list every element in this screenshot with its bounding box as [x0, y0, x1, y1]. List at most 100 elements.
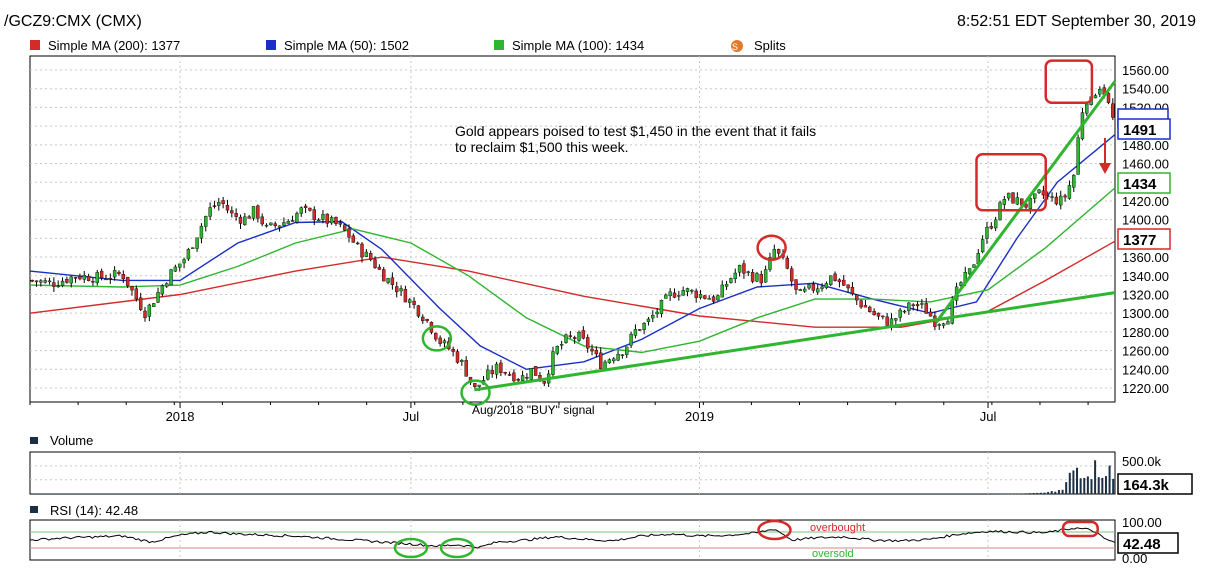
candle-body	[668, 291, 672, 296]
candle-body	[594, 349, 599, 355]
candle-body	[368, 253, 373, 260]
candle-body	[1050, 196, 1054, 198]
highlight-ellipse	[393, 537, 429, 559]
candle-body	[165, 283, 169, 287]
candle-body	[295, 213, 299, 223]
volume-bar	[1094, 460, 1097, 494]
price-y-tick-label: 1360.00	[1122, 250, 1169, 265]
volume-bar	[786, 493, 789, 495]
candle-body	[807, 284, 811, 289]
price-grid	[30, 56, 1115, 402]
candle-body	[156, 292, 160, 303]
candle-body	[672, 292, 677, 298]
candle-body	[60, 280, 65, 286]
candle-body	[73, 277, 78, 279]
candle-body	[316, 219, 321, 222]
price-y-tick-label: 1420.00	[1122, 194, 1169, 209]
volume-bar	[1047, 492, 1050, 494]
volume-bar	[453, 493, 456, 495]
volume-bar	[801, 493, 804, 495]
volume-bar	[95, 493, 98, 495]
candle-body	[690, 290, 694, 292]
volume-bar	[92, 493, 95, 495]
volume-bar	[236, 493, 239, 495]
volume-bar	[410, 493, 413, 495]
candle-body	[555, 346, 560, 354]
volume-bar	[121, 493, 124, 495]
volume-bar	[768, 493, 771, 495]
volume-bar	[283, 493, 286, 495]
volume-bar	[717, 493, 720, 495]
volume-bar	[146, 493, 149, 495]
highlight-rect	[1044, 59, 1094, 105]
price-y-tick-label: 1280.00	[1122, 325, 1169, 340]
volume-bar	[775, 493, 778, 495]
candle-body	[238, 216, 243, 224]
volume-bar	[508, 493, 511, 495]
volume-bar	[891, 493, 894, 495]
volume-bar	[551, 493, 554, 495]
volume-badge-box	[1117, 473, 1193, 495]
volume-bar	[971, 493, 974, 495]
rsi-highlights	[393, 519, 1099, 559]
volume-bar	[309, 493, 312, 495]
legend-ma50: Simple MA (50): 1502	[284, 38, 409, 53]
volume-bar	[265, 493, 268, 495]
volume-bar	[30, 493, 33, 495]
candle-body	[117, 271, 121, 275]
candle-body	[980, 239, 985, 253]
volume-title-swatch	[30, 437, 38, 444]
candle-body	[438, 337, 442, 344]
candle-body	[716, 295, 720, 301]
volume-panel: Volume 500.0k 164.3k	[29, 433, 1193, 495]
candle-body	[494, 363, 499, 375]
volume-bar	[208, 493, 211, 495]
volume-bar	[830, 493, 833, 495]
volume-bar	[1065, 482, 1068, 494]
price-plot-area	[29, 55, 1116, 403]
volume-bar	[425, 493, 428, 495]
volume-bar	[558, 493, 561, 495]
volume-bar	[638, 493, 641, 495]
candle-body	[551, 351, 555, 375]
candle-body	[1085, 103, 1089, 114]
candle-body	[69, 276, 73, 284]
candle-body	[572, 337, 577, 339]
volume-bar	[916, 493, 919, 495]
legend-splits: Splits	[754, 38, 786, 53]
candle-body	[842, 279, 846, 286]
volume-bar	[634, 493, 637, 495]
volume-bar	[233, 493, 236, 495]
candle-body	[282, 222, 286, 226]
volume-bar	[490, 493, 493, 495]
ma200-badge-box	[1117, 228, 1171, 250]
candle-body	[707, 298, 711, 300]
volume-bar	[1079, 478, 1082, 494]
volume-bar	[399, 493, 402, 495]
candle-body	[724, 283, 729, 287]
volume-bar	[569, 493, 572, 495]
candle-body	[824, 283, 829, 289]
volume-bar	[613, 493, 616, 495]
candle-body	[421, 316, 425, 322]
overbought-label: overbought	[810, 522, 865, 534]
candle-body	[646, 318, 651, 322]
price-y-tick-label: 1560.00	[1122, 63, 1169, 78]
volume-bar	[710, 493, 713, 495]
candle-body	[34, 280, 39, 283]
volume-bar	[1007, 493, 1010, 495]
volume-bar	[356, 493, 359, 495]
volume-bar	[1014, 493, 1017, 495]
volume-bar	[819, 493, 822, 495]
volume-bar	[142, 493, 145, 495]
volume-bar	[38, 493, 41, 495]
candle-body	[408, 299, 412, 303]
volume-bar	[215, 493, 218, 495]
price-y-tick-label: 1400.00	[1122, 213, 1169, 228]
candle-body	[243, 216, 247, 225]
volume-bar	[479, 493, 482, 495]
volume-bar	[804, 493, 807, 495]
volume-bar	[663, 493, 666, 495]
volume-bar	[887, 493, 890, 495]
